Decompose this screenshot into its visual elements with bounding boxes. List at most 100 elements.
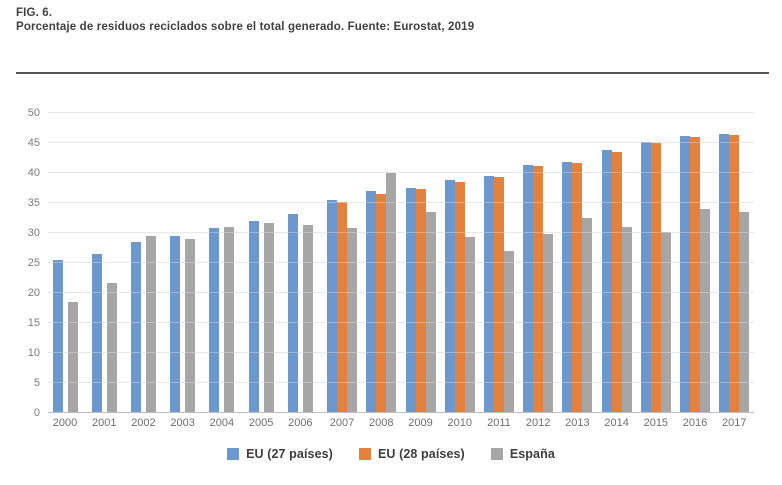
gridline-25 xyxy=(48,262,754,263)
bar-eu27-2005 xyxy=(248,220,259,412)
x-tick-label-2002: 2002 xyxy=(131,417,156,429)
bar-eu27-2000 xyxy=(52,260,63,412)
bar-eu28-2009 xyxy=(415,188,426,412)
bar-group-2007: 2007 xyxy=(323,112,362,429)
x-tick-label-2001: 2001 xyxy=(91,417,117,429)
title-divider xyxy=(16,72,769,74)
bar-espana-2015 xyxy=(660,232,671,412)
gridline-10 xyxy=(48,352,754,353)
bar-eu27-2015 xyxy=(640,142,651,412)
bar-espana-2008 xyxy=(386,173,397,412)
gridline-30 xyxy=(48,232,754,233)
x-tick-label-2003: 2003 xyxy=(170,417,195,429)
bar-group-2015: 2015 xyxy=(636,112,675,429)
espana-color-swatch xyxy=(490,448,503,460)
bar-eu27-2014 xyxy=(601,150,612,412)
bar-eu27-2002 xyxy=(130,242,141,412)
bar-eu28-2014 xyxy=(611,151,622,412)
y-tick-label-15: 15 xyxy=(27,317,40,329)
bar-set-2004 xyxy=(209,226,235,412)
bar-espana-2012 xyxy=(543,233,554,412)
bar-eu27-2012 xyxy=(523,164,534,412)
gridline-45 xyxy=(48,142,754,143)
bar-eu27-2008 xyxy=(366,191,377,412)
bar-eu28-2010 xyxy=(454,182,465,412)
bar-group-2010: 2010 xyxy=(440,112,479,429)
y-axis: 0 5 10 15 20 25 30 35 40 45 50 xyxy=(0,107,40,419)
bar-espana-2011 xyxy=(503,251,514,412)
y-tick-label-25: 25 xyxy=(27,257,40,269)
bar-espana-2003 xyxy=(185,238,196,412)
bar-eu27-2006 xyxy=(287,214,298,412)
legend-item-espana: España xyxy=(490,447,555,461)
bar-group-2008: 2008 xyxy=(362,112,401,429)
x-tick-label-2009: 2009 xyxy=(408,417,433,429)
bar-set-2003 xyxy=(170,235,196,412)
legend-label-eu28: EU (28 países) xyxy=(377,447,465,461)
bar-espana-2000 xyxy=(67,301,78,412)
bar-set-2002 xyxy=(130,236,156,412)
bar-set-2011 xyxy=(483,175,514,412)
bar-set-2008 xyxy=(366,173,397,412)
bar-group-2006: 2006 xyxy=(283,112,322,429)
bar-set-2001 xyxy=(91,253,117,412)
bar-eu27-2004 xyxy=(209,228,220,412)
bar-eu27-2017 xyxy=(719,133,730,412)
figure-title: Porcentaje de residuos reciclados sobre … xyxy=(16,21,475,33)
gridline-40 xyxy=(48,172,754,173)
bar-set-2009 xyxy=(405,187,436,412)
x-tick-label-2014: 2014 xyxy=(604,417,629,429)
bar-group-2003: 2003 xyxy=(166,112,205,429)
bar-eu28-2008 xyxy=(376,193,387,412)
bar-group-2005: 2005 xyxy=(244,112,283,429)
bar-set-2015 xyxy=(640,142,671,412)
x-tick-label-2016: 2016 xyxy=(682,417,708,429)
gridline-35 xyxy=(48,202,754,203)
x-tick-label-2013: 2013 xyxy=(565,417,590,429)
gridline-0 xyxy=(48,412,754,413)
y-tick-label-20: 20 xyxy=(27,287,40,299)
bar-eu27-2007 xyxy=(327,200,338,412)
bar-espana-2005 xyxy=(263,223,274,412)
bar-group-2012: 2012 xyxy=(519,112,558,429)
bar-espana-2006 xyxy=(302,225,313,412)
y-tick-label-35: 35 xyxy=(27,197,40,209)
bar-eu28-2007 xyxy=(337,202,348,412)
bar-espana-2007 xyxy=(347,228,358,412)
bar-group-2011: 2011 xyxy=(479,112,518,429)
bar-espana-2014 xyxy=(621,227,632,412)
eu28-color-swatch xyxy=(358,448,371,460)
bar-eu28-2015 xyxy=(650,143,661,412)
y-tick-label-45: 45 xyxy=(27,137,40,149)
bar-espana-2001 xyxy=(106,283,117,412)
bar-set-2006 xyxy=(287,214,313,412)
bar-espana-2016 xyxy=(700,209,711,412)
bar-eu27-2010 xyxy=(444,180,455,412)
bar-eu27-2009 xyxy=(405,187,416,412)
bar-espana-2013 xyxy=(582,217,593,412)
legend-label-espana: España xyxy=(509,447,555,461)
y-tick-label-0: 0 xyxy=(33,407,40,419)
bar-group-2017: 2017 xyxy=(715,112,754,429)
bar-group-2001: 2001 xyxy=(87,112,126,429)
legend-item-eu27: EU (27 países) xyxy=(227,447,333,461)
bar-eu27-2011 xyxy=(483,175,494,412)
bar-group-2000: 2000 xyxy=(48,112,87,429)
x-tick-label-2007: 2007 xyxy=(329,417,355,429)
bar-set-2005 xyxy=(248,220,274,412)
x-tick-label-2015: 2015 xyxy=(643,417,669,429)
bar-group-2014: 2014 xyxy=(597,112,636,429)
bar-group-2004: 2004 xyxy=(205,112,244,429)
bar-group-2009: 2009 xyxy=(401,112,440,429)
x-tick-label-2006: 2006 xyxy=(288,417,313,429)
legend-item-eu28: EU (28 países) xyxy=(358,447,465,461)
x-tick-label-2011: 2011 xyxy=(487,417,511,429)
y-tick-label-30: 30 xyxy=(27,227,40,239)
bar-eu28-2017 xyxy=(729,134,740,412)
bar-eu28-2012 xyxy=(533,166,544,412)
bar-set-2016 xyxy=(680,136,711,412)
y-tick-label-40: 40 xyxy=(27,167,40,179)
bar-set-2007 xyxy=(327,200,358,412)
gridline-20 xyxy=(48,292,754,293)
